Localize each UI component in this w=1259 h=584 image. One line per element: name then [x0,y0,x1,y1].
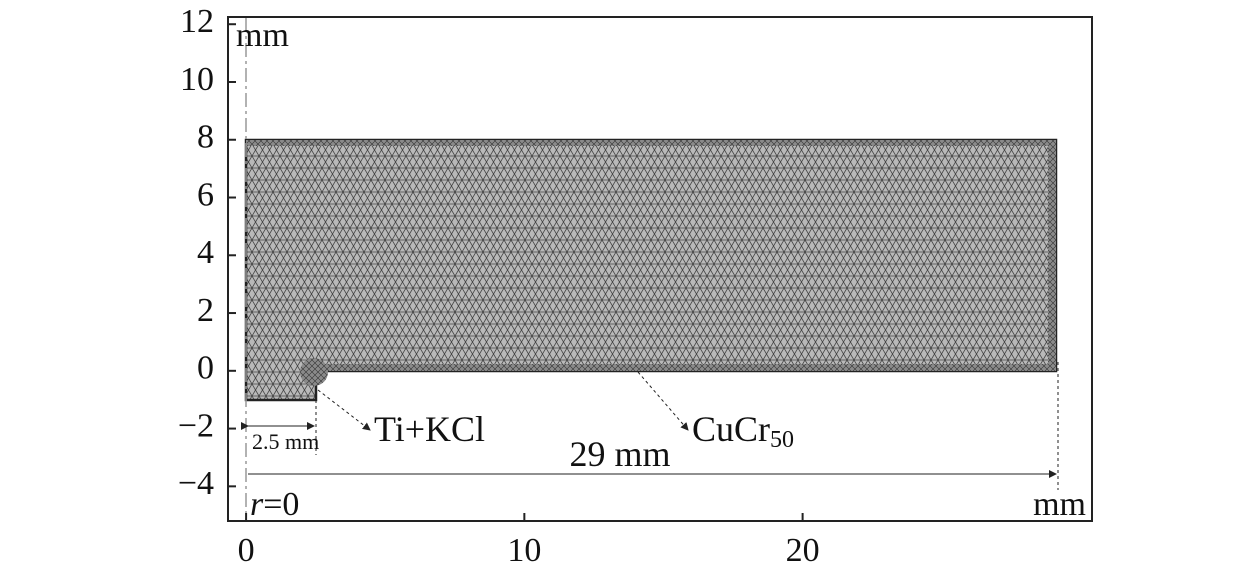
y-tick-label: −4 [178,465,214,502]
outer-label-sub: 50 [770,427,794,453]
origin-var: r [250,486,264,523]
leader [637,371,689,431]
dim-large-label: 29 mm [569,434,670,474]
y-tick-label: −2 [178,407,214,444]
y-tick-label: 8 [197,119,214,156]
y-tick-label: 0 [197,350,214,387]
x-tick-label: 10 [507,532,541,569]
mesh-edge-right [1048,140,1056,371]
y-unit: mm [236,17,289,54]
x-unit: mm [1033,486,1086,523]
mesh-edge-bottom [316,364,1056,371]
mesh-edge-top [246,140,1056,146]
origin-label: r=0 [250,486,299,523]
y-tick-label: 12 [180,3,214,40]
x-tick-label: 20 [786,532,820,569]
y-tick-label: 10 [180,61,214,98]
outer-label-text: CuCr [692,409,770,449]
x-tick-label: 0 [238,532,255,569]
plot-frame [227,16,1093,522]
dim-small-label: 2.5 mm [252,429,319,454]
mesh-domain [244,138,1058,402]
mesh-refine [300,358,328,386]
leader [317,389,371,431]
origin-rest: =0 [263,486,299,523]
y-tick-label: 4 [197,234,214,271]
inner-label: Ti+KCl [374,409,485,449]
outer-label: CuCr50 [692,409,794,453]
y-tick-label: 6 [197,176,214,213]
y-tick-label: 2 [197,292,214,329]
